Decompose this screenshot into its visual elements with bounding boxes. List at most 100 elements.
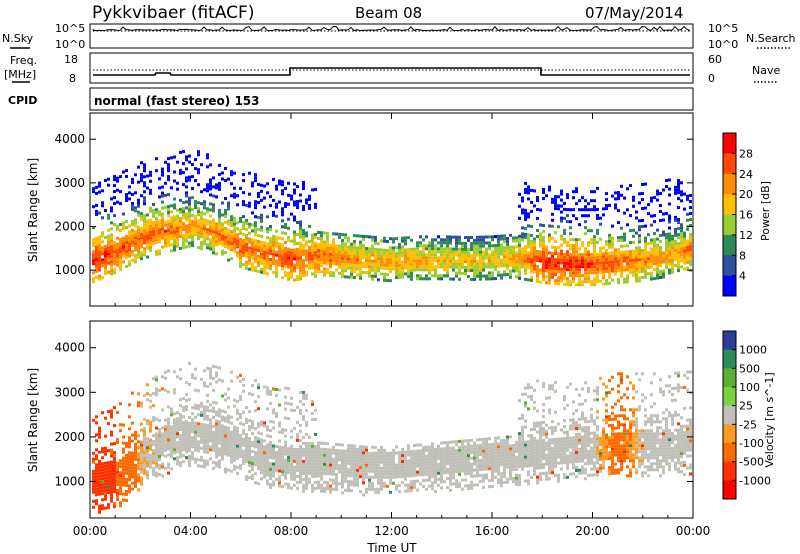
power-cell xyxy=(218,229,221,233)
velocity-cell xyxy=(260,441,263,445)
velocity-cell xyxy=(140,428,143,432)
velocity-cell xyxy=(332,472,335,476)
velocity-cell xyxy=(227,441,230,445)
velocity-cell xyxy=(134,430,137,434)
velocity-cell xyxy=(137,461,140,465)
velocity-cell xyxy=(194,430,197,434)
power-cell xyxy=(350,242,353,246)
power-cell xyxy=(419,274,422,278)
power-cell xyxy=(575,241,578,245)
power-cell xyxy=(620,235,623,239)
power-cell xyxy=(311,266,314,270)
velocity-cell xyxy=(209,373,212,377)
power-cell xyxy=(305,252,308,256)
velocity-cell xyxy=(338,452,341,456)
power-cell xyxy=(128,242,131,246)
power-cell xyxy=(308,263,311,267)
power-cell xyxy=(533,270,536,274)
power-cell xyxy=(494,250,497,254)
power-cell xyxy=(206,189,209,193)
power-cell xyxy=(230,173,233,177)
power-cell xyxy=(233,222,236,226)
power-cell xyxy=(254,200,257,204)
power-cell xyxy=(662,269,665,273)
velocity-cell xyxy=(242,428,245,432)
power-cell xyxy=(263,265,266,269)
power-cell xyxy=(95,254,98,258)
velocity-cell xyxy=(344,488,347,492)
velocity-cell xyxy=(149,405,152,409)
power-cell xyxy=(122,224,125,228)
velocity-cell xyxy=(368,487,371,491)
velocity-cell xyxy=(377,481,380,485)
power-cell xyxy=(143,199,146,203)
power-cell xyxy=(104,254,107,257)
velocity-cell xyxy=(116,476,119,480)
power-cell xyxy=(638,261,641,265)
power-cell xyxy=(677,221,680,225)
velocity-cell xyxy=(134,457,137,461)
power-cell xyxy=(134,206,137,210)
velocity-cell xyxy=(455,461,458,465)
power-cell xyxy=(422,268,425,272)
power-cell xyxy=(653,232,656,236)
power-cell xyxy=(410,247,413,251)
velocity-cell xyxy=(263,448,266,452)
velocity-cell xyxy=(122,423,125,427)
velocity-cell xyxy=(404,459,407,463)
velocity-cell xyxy=(125,477,128,481)
velocity-cell xyxy=(233,440,236,444)
velocity-cell xyxy=(275,388,278,391)
power-cell xyxy=(191,229,194,233)
power-cell xyxy=(389,279,392,283)
power-cell xyxy=(443,238,446,242)
velocity-cell xyxy=(329,463,332,467)
velocity-cell xyxy=(176,435,179,439)
power-cell xyxy=(602,258,605,262)
velocity-cell xyxy=(146,392,149,396)
velocity-cell xyxy=(341,449,344,453)
power-cell xyxy=(230,230,233,234)
velocity-cell xyxy=(293,426,296,430)
velocity-cell xyxy=(152,455,155,459)
velocity-cell xyxy=(155,387,158,391)
power-cell xyxy=(671,237,674,241)
velocity-cell xyxy=(320,471,323,475)
velocity-cell xyxy=(383,472,386,476)
velocity-cell xyxy=(302,471,305,475)
power-cell xyxy=(95,239,98,243)
power-cell xyxy=(530,269,533,273)
power-cell xyxy=(182,246,185,250)
velocity-cell xyxy=(143,429,146,433)
power-cell xyxy=(371,262,374,266)
power-cell xyxy=(290,239,293,243)
velocity-cell xyxy=(386,460,389,464)
velocity-cell xyxy=(200,464,203,468)
power-cell xyxy=(329,271,332,274)
velocity-cell xyxy=(191,421,194,425)
power-cell xyxy=(275,241,278,245)
velocity-cell xyxy=(275,478,278,481)
velocity-cell xyxy=(461,469,464,473)
power-cell xyxy=(215,183,218,187)
power-cell xyxy=(533,264,536,268)
power-cell xyxy=(632,273,635,277)
velocity-cell xyxy=(167,438,170,442)
velocity-cell xyxy=(173,448,176,452)
power-cell xyxy=(368,262,371,266)
velocity-cell xyxy=(413,470,416,474)
velocity-cell xyxy=(119,465,122,469)
velocity-cell xyxy=(380,454,383,458)
velocity-cell xyxy=(149,420,152,424)
velocity-cell xyxy=(173,430,176,434)
power-cell xyxy=(479,253,482,257)
power-cell xyxy=(101,216,104,220)
velocity-cell xyxy=(380,469,383,473)
velocity-cell xyxy=(194,460,197,464)
power-cell xyxy=(353,267,356,271)
velocity-cell xyxy=(194,445,197,449)
velocity-cell xyxy=(395,451,398,455)
power-cell xyxy=(560,255,563,259)
velocity-cell xyxy=(380,460,383,464)
power-cell xyxy=(467,263,470,267)
